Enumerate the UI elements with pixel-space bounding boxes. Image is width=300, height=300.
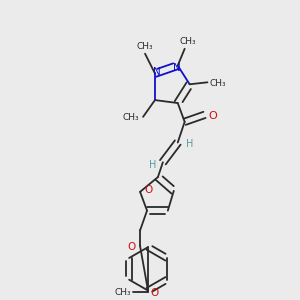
Text: CH₃: CH₃ [115, 288, 132, 297]
Text: CH₃: CH₃ [137, 42, 153, 51]
Text: O: O [151, 287, 159, 298]
Text: O: O [127, 242, 135, 252]
Text: CH₃: CH₃ [209, 79, 226, 88]
Text: H: H [149, 160, 157, 170]
Text: O: O [208, 111, 217, 121]
Text: O: O [144, 185, 152, 195]
Text: CH₃: CH₃ [179, 38, 196, 46]
Text: N: N [173, 62, 181, 73]
Text: H: H [186, 140, 193, 149]
Text: N: N [153, 68, 161, 77]
Text: CH₃: CH₃ [123, 113, 140, 122]
